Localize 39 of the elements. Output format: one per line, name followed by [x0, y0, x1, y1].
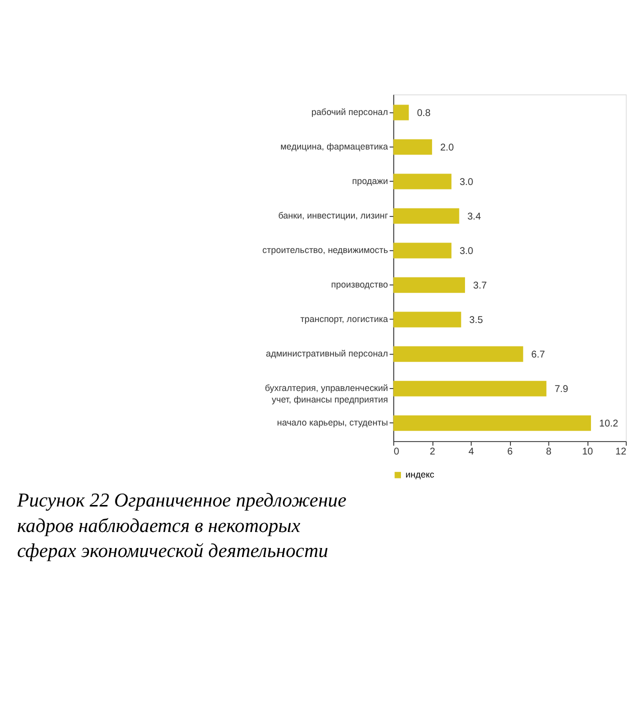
- data-label: 3.4: [467, 211, 482, 222]
- bar: [393, 380, 546, 396]
- data-label: 10.2: [599, 418, 618, 430]
- data-label: 2.0: [440, 142, 454, 154]
- y-tick-label: продажи: [352, 176, 388, 186]
- data-label: 3.7: [473, 280, 487, 292]
- y-tick-label: производство: [331, 280, 388, 290]
- y-tick-label: бухгалтерия, управленческий учет, финансы предприятия: [264, 383, 388, 404]
- y-tick-label: банки, инвестиции, лизинг: [278, 210, 389, 220]
- y-tick-label: строительство, недвижимость: [262, 245, 388, 255]
- bar: [393, 346, 524, 362]
- bar: [393, 415, 591, 431]
- y-tick-label: начало карьеры, студенты: [276, 418, 388, 428]
- data-label: 3.0: [460, 246, 474, 257]
- x-tick-label: 6: [507, 446, 514, 458]
- y-tick-label: медицина, фармацевтика: [280, 141, 388, 152]
- bar: [393, 277, 466, 293]
- data-label: 7.9: [554, 384, 568, 395]
- data-label: 3.0: [460, 176, 474, 188]
- x-tick-label: 2: [430, 446, 436, 458]
- bar: [393, 139, 432, 155]
- y-tick-label: административный персонал: [266, 348, 388, 359]
- bar: [393, 312, 462, 328]
- legend-label: индекс: [406, 470, 435, 480]
- text: Рисунок 22 Ограниченное предложение кадров наблюдается в некоторых сферах экономической деятельности: [16, 490, 347, 562]
- x-tick-label: 0: [394, 446, 400, 458]
- bar: [393, 242, 452, 258]
- x-tick-label: 4: [468, 446, 475, 458]
- data-label: 6.7: [531, 349, 545, 360]
- y-tick-label: рабочий персонал: [311, 106, 388, 117]
- data-label: 0.8: [416, 108, 432, 119]
- data-label: 3.5: [469, 314, 484, 326]
- bar: [393, 174, 452, 190]
- bar: [393, 104, 409, 120]
- x-tick-label: 10: [582, 446, 594, 458]
- x-tick-label: 12: [615, 446, 626, 458]
- bar: [393, 208, 460, 224]
- y-tick-label: транспорт, логистика: [300, 314, 388, 324]
- x-tick-label: 8: [546, 446, 552, 458]
